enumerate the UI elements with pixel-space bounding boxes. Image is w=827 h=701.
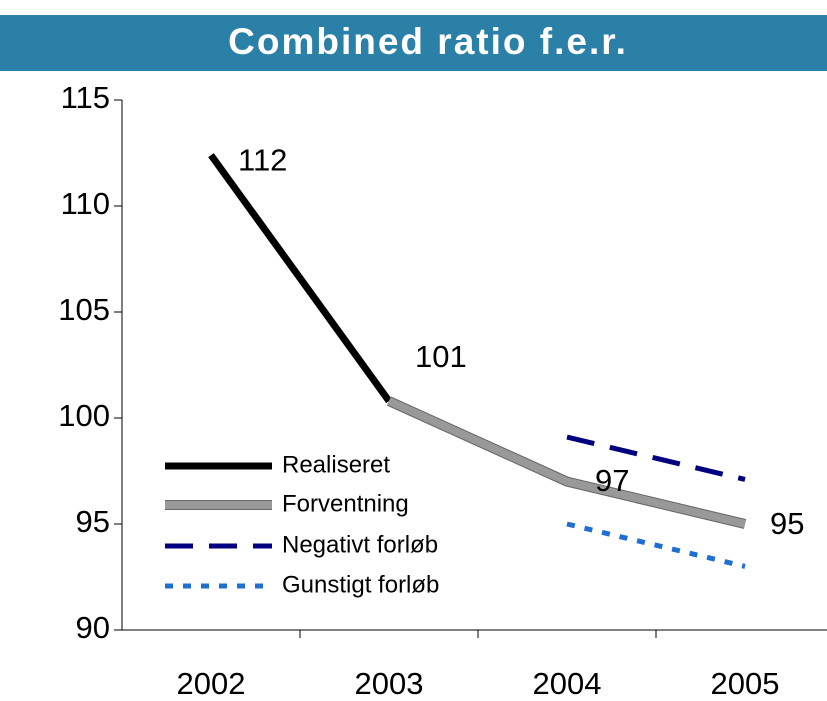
data-label: 97 bbox=[595, 463, 629, 498]
series-line bbox=[387, 397, 746, 528]
series-line-edge bbox=[386, 396, 747, 529]
data-label: 101 bbox=[415, 339, 467, 374]
x-tick-label: 2002 bbox=[177, 666, 246, 701]
y-tick-label: 115 bbox=[61, 80, 110, 115]
data-label: 95 bbox=[770, 506, 804, 541]
y-tick-label: 110 bbox=[61, 186, 110, 221]
x-tick-label: 2003 bbox=[355, 666, 424, 701]
y-tick-label: 105 bbox=[58, 292, 110, 327]
series-line bbox=[208, 153, 392, 404]
legend-label: Gunstigt forløb bbox=[282, 571, 439, 598]
series-line bbox=[566, 434, 746, 482]
y-tick-label: 95 bbox=[76, 504, 110, 539]
chart-title: Combined ratio f.e.r. bbox=[228, 21, 628, 62]
series-line bbox=[566, 521, 746, 569]
y-tick-label: 90 bbox=[76, 610, 110, 645]
legend-label: Negativt forløb bbox=[282, 531, 438, 558]
legend-label: Realiseret bbox=[282, 451, 390, 478]
title-bar bbox=[0, 15, 827, 71]
legend-label: Forventning bbox=[282, 490, 409, 517]
data-label: 112 bbox=[238, 142, 287, 177]
x-tick-label: 2005 bbox=[711, 666, 780, 701]
x-tick-label: 2004 bbox=[533, 666, 602, 701]
y-tick-label: 100 bbox=[58, 398, 110, 433]
